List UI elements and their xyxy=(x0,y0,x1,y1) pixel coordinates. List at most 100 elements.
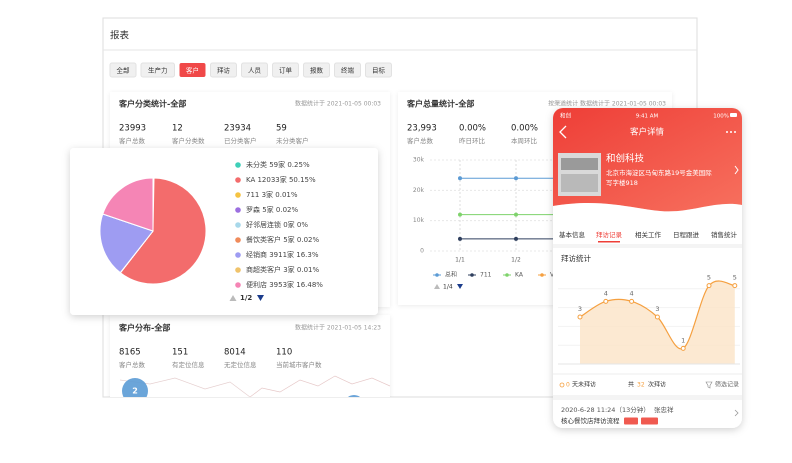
tab-button[interactable] xyxy=(109,62,137,78)
back-button[interactable] xyxy=(559,125,567,139)
pie-slice xyxy=(102,177,154,232)
phone-tab[interactable]: 销售统计 xyxy=(711,230,738,239)
legend-swatch xyxy=(235,252,241,258)
x-tick-label: 1/2 xyxy=(511,257,521,264)
tab-button[interactable] xyxy=(179,63,206,77)
tab-button[interactable] xyxy=(334,62,361,78)
legend-label: 未分类 59家 0.25% xyxy=(246,160,310,169)
header-wave xyxy=(553,202,742,216)
legend-label: V xyxy=(550,272,555,279)
stat-value: 0.00% xyxy=(459,124,486,134)
legend-label: KA xyxy=(515,272,524,279)
phone-tab[interactable]: 日程跟进 xyxy=(673,230,700,239)
filter-icon[interactable] xyxy=(705,381,713,389)
data-label: 1 xyxy=(681,336,685,344)
data-point xyxy=(514,236,518,241)
record-time: 2020-6-28 11:24（13分钟） xyxy=(561,405,650,414)
battery-icon xyxy=(730,113,737,117)
legend-label: 总和 xyxy=(445,271,457,279)
tab-label: 客户 xyxy=(186,66,199,75)
stat-value: 23,993 xyxy=(407,124,437,134)
next-page[interactable] xyxy=(257,295,264,301)
card xyxy=(110,315,390,397)
tab-label: 拜访 xyxy=(217,66,231,75)
section-gap xyxy=(553,395,742,400)
legend-swatch xyxy=(235,177,241,183)
stat-label: 客户总数 xyxy=(407,136,434,145)
y-tick-label: 20k xyxy=(413,187,425,194)
card-title: 客户总量统计-全部 xyxy=(406,99,474,109)
data-point xyxy=(603,298,609,304)
filter-button[interactable]: 筛选记录 xyxy=(715,381,739,389)
tab-button[interactable] xyxy=(140,62,175,78)
legend-swatch xyxy=(470,273,474,277)
stat-value: 8014 xyxy=(224,348,246,358)
tab-button[interactable] xyxy=(241,62,268,78)
photo-sign xyxy=(561,158,598,170)
y-tick-label: 10k xyxy=(413,217,425,224)
stat-label: 客户总数 xyxy=(119,360,146,369)
photo-storefront xyxy=(561,174,598,192)
stat-label: 当前城市客户数 xyxy=(276,360,322,369)
tab-label: 生产力 xyxy=(148,66,168,75)
section-title: 拜访统计 xyxy=(561,253,591,263)
detail-chevron[interactable] xyxy=(734,165,739,175)
active-tab-indicator xyxy=(598,241,620,243)
phone: 和创 9:41 AM 100% 客户详情 和创科技 北京市海淀区马甸东路19号金… xyxy=(553,108,742,428)
more-button[interactable] xyxy=(726,131,736,133)
legend-swatch xyxy=(235,282,241,288)
section-gap xyxy=(553,244,742,248)
stat-value: 8165 xyxy=(119,348,141,358)
total-label: 次拜访 xyxy=(648,381,666,389)
legend-swatch xyxy=(435,273,439,277)
legend-swatch xyxy=(235,237,241,243)
pie-popup: 未分类 59家 0.25% KA 12033家 50.15% 711 3家 0.01… xyxy=(70,148,378,315)
stat-value: 12 xyxy=(172,124,183,134)
legend-swatch xyxy=(235,222,241,228)
next-page[interactable] xyxy=(457,284,463,289)
prev-page[interactable] xyxy=(434,284,440,289)
phone-tab[interactable]: 拜访记录 xyxy=(596,230,623,239)
stat-value: 23934 xyxy=(224,124,251,134)
days-label: 天未拜访 xyxy=(572,381,596,389)
legend-swatch xyxy=(235,267,241,273)
data-label: 5 xyxy=(707,274,711,282)
x-tick-label: 1/1 xyxy=(455,257,465,264)
tab-button[interactable] xyxy=(210,62,237,78)
map-bubble[interactable] xyxy=(122,378,148,404)
phone-tab[interactable]: 基本信息 xyxy=(559,230,586,239)
timestamp: 按渠道统计 数据统计于 2021-01-05 00:03 xyxy=(548,100,666,108)
stat-value: 0.00% xyxy=(511,124,538,134)
legend-label: 好邻居连锁 0家 0% xyxy=(246,220,308,229)
tab-bar: 全部 生产力 客户 拜访 人员 订单 报数 终端 目标 xyxy=(109,62,392,78)
window-title: 报表 xyxy=(110,30,130,42)
stat-value: 110 xyxy=(276,348,292,358)
data-point xyxy=(577,314,583,320)
stat-label: 已分类客户 xyxy=(224,136,257,145)
legend-swatch xyxy=(235,162,241,168)
legend-swatch xyxy=(235,207,241,213)
prev-page[interactable] xyxy=(229,295,237,301)
tab-button[interactable] xyxy=(303,62,330,78)
data-point xyxy=(732,283,738,289)
phone-tab[interactable]: 相关工作 xyxy=(635,230,662,239)
map-bubble[interactable] xyxy=(344,395,364,415)
record-tag xyxy=(624,417,638,425)
legend-label: 商超类客户 3家 0.01% xyxy=(246,265,319,274)
data-point xyxy=(629,298,635,304)
company-name: 和创科技 xyxy=(606,153,645,165)
data-label: 4 xyxy=(630,289,634,297)
stat-label: 未分类客户 xyxy=(276,136,309,145)
days-value: 0 xyxy=(566,382,570,389)
stat-value: 59 xyxy=(276,124,287,134)
tab-button[interactable] xyxy=(272,62,299,78)
stat-label: 无定位信息 xyxy=(224,360,257,369)
card-title: 客户分布-全部 xyxy=(118,323,170,333)
timestamp: 数据统计于 2021-01-05 14:23 xyxy=(295,324,381,332)
stat-label: 客户分类数 xyxy=(172,136,205,145)
record-chevron[interactable] xyxy=(734,409,739,417)
legend-label: KA 12033家 50.15% xyxy=(246,175,316,184)
tab-button[interactable] xyxy=(365,62,392,78)
data-point xyxy=(706,283,712,289)
